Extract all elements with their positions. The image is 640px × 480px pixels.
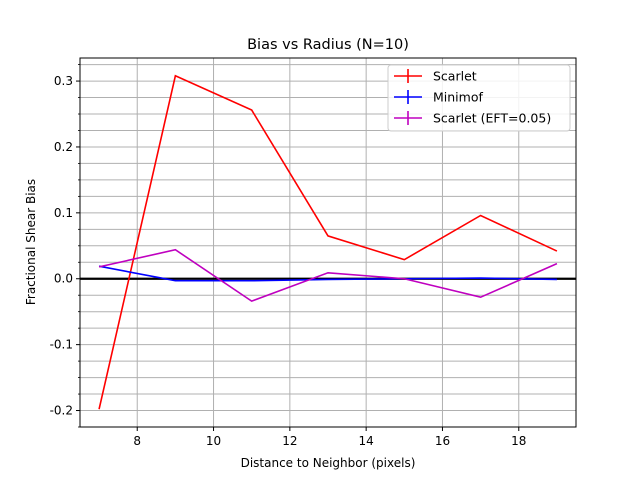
x-tick-label: 8: [133, 434, 141, 448]
x-tick-label: 16: [435, 434, 450, 448]
x-tick-label: 10: [206, 434, 221, 448]
legend-label-scarlet-eft-0-05: Scarlet (EFT=0.05): [433, 111, 551, 126]
x-axis-label: Distance to Neighbor (pixels): [241, 456, 416, 470]
legend-box: [387, 64, 571, 132]
ticks-layer: 8 10 12 14 16 18 -0.2 -0.1 0.0 0.1 0.2 0.3: [50, 64, 526, 448]
plot-area-frame: [79, 57, 577, 428]
y-tick-label: 0.0: [54, 272, 73, 286]
legend: Scarlet Minimof Scarlet (EFT=0.05): [387, 64, 571, 132]
legend-label-scarlet: Scarlet: [433, 69, 477, 84]
y-tick-label: -0.1: [50, 338, 73, 352]
x-tick-label: 14: [359, 434, 374, 448]
series-layer: [98, 74, 558, 410]
y-tick-label: -0.2: [50, 404, 73, 418]
y-axis-label: Fractional Shear Bias: [24, 179, 38, 305]
chart-title: Bias vs Radius (N=10): [247, 37, 409, 53]
series-line-minimof: [98, 265, 557, 282]
legend-label-minimof: Minimof: [433, 90, 483, 105]
x-tick-label: 12: [282, 434, 297, 448]
y-tick-label: 0.1: [54, 206, 73, 220]
x-tick-label: 18: [511, 434, 526, 448]
y-tick-label: 0.3: [54, 74, 73, 88]
series-line-scarlet: [98, 74, 558, 410]
y-tick-label: 0.2: [54, 140, 73, 154]
series-line-scarlet-eft-0-05: [98, 248, 558, 303]
